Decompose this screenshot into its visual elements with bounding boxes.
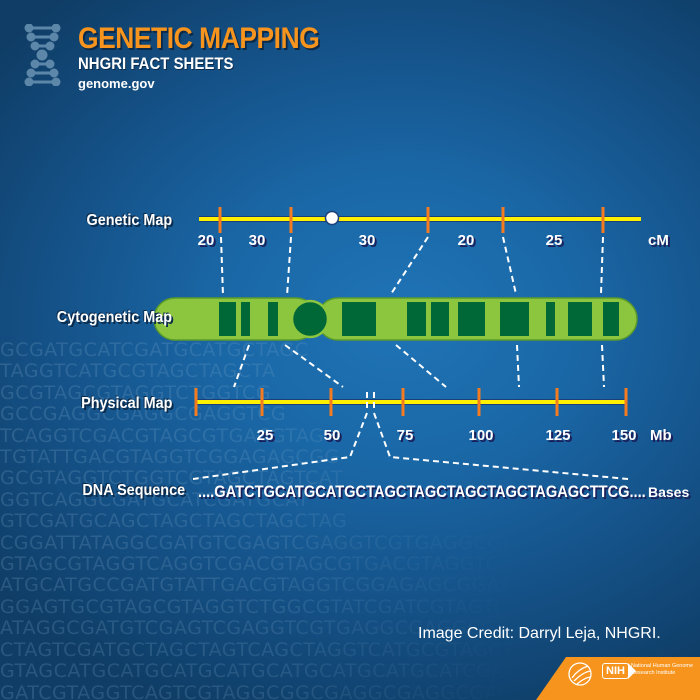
nih-institute-name: National Human Genome Research Institute [631,663,694,676]
physical-map-label: Physical Map [80,395,172,412]
background-dna-line: ATAGGCGATGTCGAGTCGAGGTCGTGAGGCGAGGCGCGGA… [0,617,677,640]
background-dna-line: TAGGTCATGCGTAGCTAGCTA [0,360,276,383]
dna-ladder-icon [24,24,61,86]
background-dna-line: GCGTAGGTCTGGTCGTAGCTAGTCAT [0,467,344,490]
background-dna-line: GCGATGCATCGATGCATGCTAGC [0,340,309,361]
nih-logo-badge: NIH [602,662,636,679]
genetic-interval-label: 20 [197,232,215,249]
image-credit: Image Credit: Darryl Leja, NHGRI. [418,625,661,642]
background-dna-line: GGTCAGGCGATGCATCGATGCAT [0,488,310,511]
physical-tick-label: 100 [468,427,494,444]
genetic-interval-label: 30 [358,232,376,249]
background-dna-line: GTCGATGCAGCTAGCTAGCTAGCTAG [0,510,348,533]
physical-tick-label: 125 [545,427,571,444]
dna-sequence-label: DNA Sequence [82,482,185,499]
background-dna-line: GTAGCATGCATGCATGCATGCATGCATGCATGCATCGATG… [0,660,650,683]
physical-tick-label: 50 [323,427,341,444]
site-url: genome.gov [78,76,155,91]
background-dna-line: TGTATTGACGTAGGTCGGAGAGCGG [0,446,340,469]
background-dna-texture: GCGATGCATCGATGCATGCTAGC TAGGTCATGCGTAGCTA… [0,340,700,700]
genetic-unit-label: cM [648,232,669,249]
physical-unit-label: Mb [650,427,672,444]
page-title: GENETIC MAPPING [78,22,320,55]
genetic-map-line [199,207,641,233]
background-dna-line: TCAGGTCGACGTAGCGTGACGTAG [0,424,325,447]
background-dna-line: GCCGAGGCGAGGCGAGGTCG [0,403,287,426]
genetic-interval-label: 25 [545,232,563,249]
physical-tick-label: 75 [396,427,414,444]
background-dna-line: ATGCATGCCGATGTATTGACGTAGGTCGGAGAGCGGATTA… [0,574,656,597]
genetic-interval-label: 20 [457,232,475,249]
centromere-marker-icon [324,210,340,226]
connector-lines-middle [233,344,605,388]
background-dna-line: GATCGTAGGTCAGTCGTAGGCGGCGAGGCGAGGCGAGGTC… [0,681,674,700]
background-dna-line: GTAGCGTAGGTCAGGTCGACGTAGCGTGACGTAGGTCGAT… [0,553,653,576]
background-dna-line: CGGATTATAGGCGATGTCGAGTCGAGGTCGTGAGGCGAGG… [0,531,675,554]
page-subtitle: NHGRI FACT SHEETS [78,54,234,73]
physical-tick-label: 25 [256,427,274,444]
genetic-map-label: Genetic Map [86,212,172,229]
background-dna-line: GGAGTGCGTAGCGTAGGTCTGGCGTATCGATCGTAGTCAT… [0,595,653,618]
physical-map-line [194,388,628,416]
connector-lines-upper [220,236,604,297]
chromosome [153,297,638,341]
cytogenetic-map-label: Cytogenetic Map [56,309,172,326]
dna-sequence-text: ....GATCTGCATGCATGCTAGCTAGCTAGCTAGCTAGAG… [198,482,646,501]
background-dna-line: CTAGTCGATGCTAGCTAGTCAGCTAGGTCATGCGTAGCTA… [0,638,647,661]
dna-unit-label: Bases [648,484,690,500]
background-dna-line: GCGTAGCGTAGGTCTGGTCG [0,381,272,404]
genetic-interval-label: 30 [248,232,266,249]
zoom-bracket-lines [192,392,629,480]
physical-tick-label: 150 [611,427,637,444]
